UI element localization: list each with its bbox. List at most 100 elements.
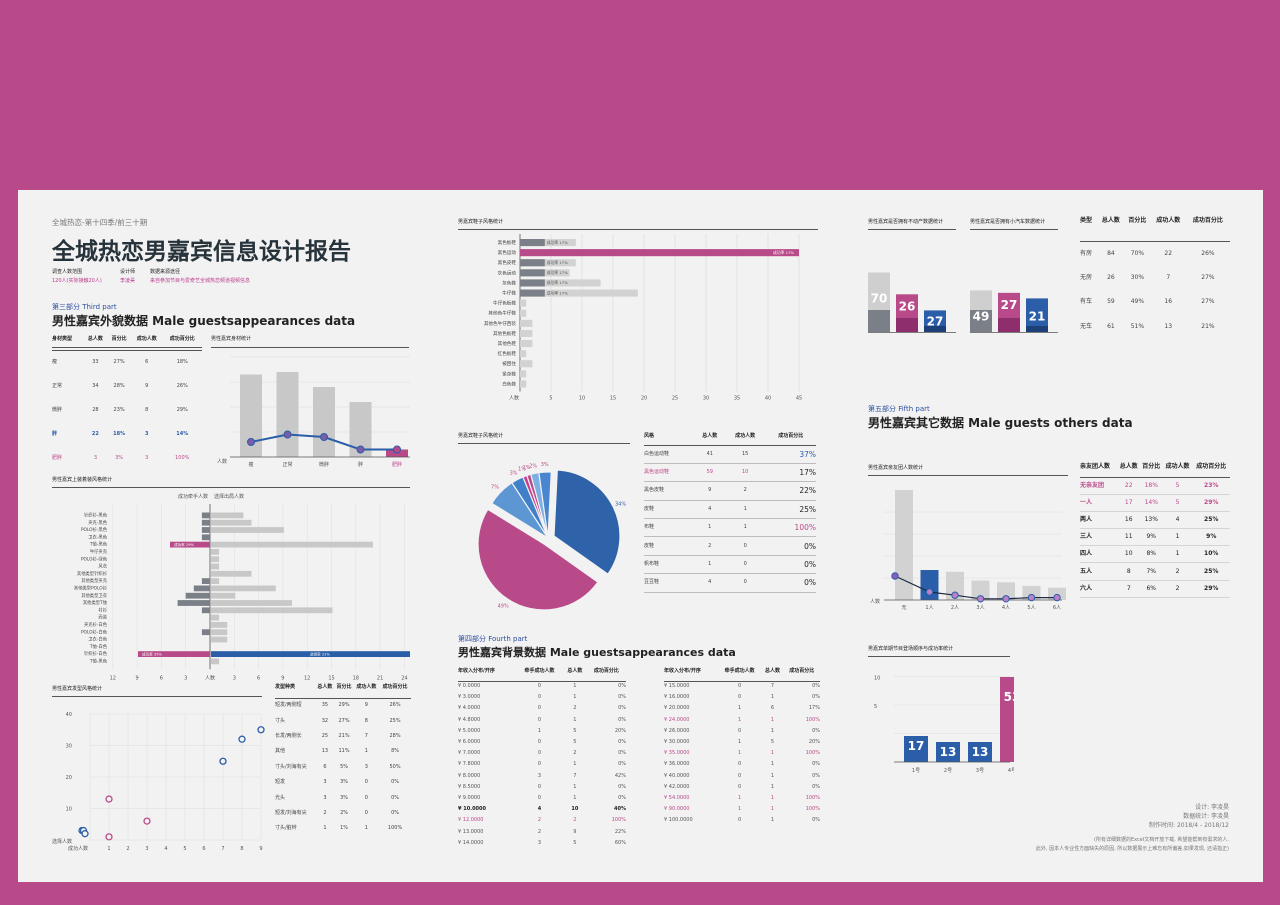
shoes-axis-tick: 35 [734,396,740,402]
shoes-cat-label: 黑色运动 [498,249,517,256]
table-header-cell: 总人数 [761,668,784,682]
table-cell: 9% [1139,528,1163,547]
table-cell: 17% [808,705,820,712]
table-cell: 0 [537,683,542,690]
table-cell: 0 [537,750,542,757]
clothes-label: POLO衫-绿色 [81,555,108,562]
table-row: ¥ 6.0000 0 5 0% [458,737,626,748]
table-cell: 1 [694,518,725,538]
pie-label-2: 7% [491,484,499,490]
table-header-cell: 发型种类 [275,684,316,699]
table-cell: 59 [1107,298,1115,306]
table-cell: 3 [323,794,327,801]
table-cell: 1 [770,716,775,723]
table-row: ¥ 8.5000 0 1 0% [458,782,626,793]
table-cell: 20% [614,727,626,734]
table-cell: 1 [770,761,775,768]
table-cell: 33 [92,358,99,365]
clothes-label: POLO衫-黑色 [81,526,108,533]
table-cell: 长发/两侧长 [275,732,302,739]
table-row: 长发/两侧长 25 21% 7 28% [275,729,411,744]
house-chart: 70 26 27 [868,272,956,333]
table-row: 短发/刘海有尖 2 2% 0 0% [275,806,411,821]
success-bar-2 [201,527,210,533]
table-cell: 2 [537,817,542,824]
meta-value-3: 来自参加节目与爱奇艺全城热恋频道视频信息 [150,278,251,284]
table-row: 三人 11 9% 1 9% [1080,528,1230,547]
table-row: 四人 10 8% 1 10% [1080,545,1230,564]
table-cell: 100% [765,518,816,538]
clothes-label: 卫衣-黑色 [88,533,107,540]
shoes-cat-label: 灰色鞋 [502,279,516,286]
table-cell: 13 [321,748,329,755]
clothes-axis-tick: 12 [304,675,310,681]
table-cell: 两人 [1080,511,1118,530]
table-cell: 41 [694,445,725,464]
hair-point-0 [257,726,265,734]
meta-label-3: 数据来源途径 [150,269,181,275]
table-cell: 10 [1117,545,1140,564]
body-type-chart: 瘦 正常 微胖 胖 肥胖 人数 [217,356,410,468]
table-cell: 7 [364,732,368,739]
table-cell: 0 [738,817,742,824]
table-cell: 28% [389,732,401,739]
table-cell: 一人 [1080,494,1118,512]
table-cell: 100% [805,806,820,813]
table-cell: 0% [812,683,820,690]
table-header-cell: 风格 [644,433,695,446]
table-cell: 0% [812,761,820,768]
table-cell: 4 [537,806,542,813]
hair-point-8 [105,833,113,841]
table-cell: ¥ 24.0000 [664,716,690,723]
pink-value: 27 [1001,298,1018,312]
table-cell: 0 [537,739,542,746]
table-cell: 9 [573,828,577,835]
table-cell: 0 [537,694,542,701]
table-cell: ¥ 100.0000 [664,817,693,824]
shoes-cat-label: 其他色板鞋 [493,330,516,337]
table-cell: 0 [537,783,542,790]
table-header-cell: 总人数 [83,336,108,351]
table-row: 有车 59 49% 16 27% [1080,290,1230,315]
table-cell: 1 [738,750,742,757]
table-cell: ¥ 13.0000 [458,828,484,835]
order-chart-title: 男嘉宾单期节目登场顺序与成功率统计 [868,646,954,652]
table-cell: 25% [1192,562,1230,581]
hair-y-label: 选择人数 [52,838,72,845]
table-cell: 0 [738,683,742,690]
table-cell: 1 [537,727,542,734]
table-cell: 35 [321,702,329,709]
order-bar-1 [936,742,960,762]
shoes-total-bar-8 [520,319,533,327]
table-cell: 5 [1162,477,1193,495]
fail-bar-5 [211,549,220,555]
table-cell: ¥ 26.0000 [664,727,690,734]
table-cell: 27% [1201,298,1215,306]
fail-bar-10 [211,585,276,592]
table-cell: 0% [618,750,626,757]
shoes-pie-chart: 34%49%7%3%1%1%2% 3% [477,462,626,611]
table-cell: 22% [614,828,626,835]
table-cell: 1 [573,683,577,690]
clothes-label: 针织衫-白色 [84,650,108,657]
order-axis-tick: 1号 [912,768,920,774]
clothes-label: 其他类型夹克 [81,577,107,584]
table-cell: 100% [805,716,820,723]
table-cell: 瘦 [52,358,58,365]
table-cell: 2 [573,705,577,712]
table-cell: ¥ 8.5000 [458,783,481,790]
clothes-label: 其他类型卫衣 [81,592,107,599]
hair-y-tick: 10 [66,807,72,813]
table-cell: 1 [364,825,368,832]
table-cell: 豆豆鞋 [644,573,695,593]
table-row: ¥ 7.0000 0 2 0% [458,748,626,759]
clothes-label: 衬衫 [98,606,107,613]
hair-x-tick: 成功人数 [68,845,88,852]
table-cell: 0% [618,683,626,690]
shoes-axis-tick: 10 [579,396,585,402]
car-chart-title: 男性嘉宾是否拥有小汽车数据统计 [970,219,1046,225]
table-cell: 29% [1192,494,1230,512]
success-bar-10 [193,585,210,592]
table-header-cell: 成功百分比 [765,433,816,446]
shoes-pie-title: 男嘉宾鞋子风格统计 [458,433,504,439]
